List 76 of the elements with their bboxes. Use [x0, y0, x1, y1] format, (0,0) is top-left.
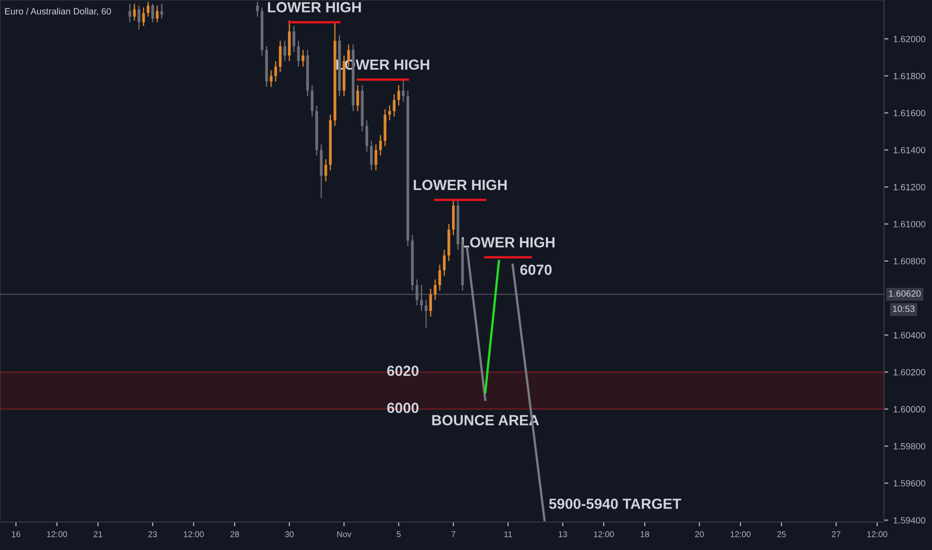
annotation: 6070 — [520, 264, 552, 275]
x-tick-label: 12:00 — [730, 531, 751, 538]
x-tick-label: 21 — [94, 531, 102, 538]
text: Euro / Australian Dollar, 60 — [5, 8, 111, 16]
x-tick-label: 28 — [230, 531, 239, 538]
candlestick — [160, 3, 164, 20]
candlestick — [402, 79, 405, 102]
candlestick — [416, 278, 418, 306]
y-tick-label: 1.60000 — [894, 406, 926, 412]
y-tick-label: 1.61000 — [894, 220, 926, 228]
x-tick-label: 25 — [777, 531, 786, 538]
y-tick-label: 1.59800 — [894, 443, 926, 450]
candlestick — [420, 284, 423, 312]
x-tick-label: 18 — [640, 531, 650, 538]
candlestick — [292, 25, 296, 52]
y-tick-label: 1.59400 — [894, 517, 926, 524]
candlestick — [356, 84, 360, 112]
candlestick — [142, 6, 145, 26]
x-tick-label: 12:00 — [184, 531, 204, 538]
candlestick — [442, 249, 446, 276]
candlestick — [379, 134, 382, 156]
candlestick — [274, 60, 278, 82]
annotation: 6020 — [387, 366, 419, 376]
y-tick-label: 1.62000 — [894, 36, 926, 42]
y-tick-label: 1.61400 — [894, 146, 926, 154]
y-tick-label: 1.60200 — [894, 369, 926, 376]
y-tick-label: 1.60400 — [894, 332, 926, 338]
candlestick — [434, 278, 437, 300]
x-tick-label: 30 — [285, 531, 294, 538]
candlestick — [438, 264, 442, 292]
candlestick — [310, 84, 314, 118]
candlestick — [297, 40, 300, 68]
x-tick-label: 12:00 — [594, 531, 614, 538]
candlestick — [270, 70, 272, 88]
annotation: 5900-5940 TARGET — [549, 498, 682, 509]
x-tick-label: 11 — [504, 531, 512, 538]
candlestick — [146, 1, 150, 18]
y-tick-label: 1.61200 — [894, 184, 926, 190]
candlestick — [133, 3, 136, 21]
candlestick — [365, 120, 368, 152]
candlestick — [424, 299, 428, 328]
annotation: LOWER HIGH — [268, 2, 361, 12]
x-tick-label: 12:00 — [47, 531, 68, 538]
candlestick — [324, 158, 328, 182]
candlestick — [151, 3, 154, 23]
annotation: LOWER HIGH — [462, 237, 554, 248]
candlestick — [138, 5, 140, 30]
x-tick-label: 23 — [148, 531, 157, 538]
candlestick — [397, 84, 400, 106]
x-tick-label: 5 — [396, 531, 401, 538]
band-label: BOUNCE AREA — [432, 415, 539, 426]
y-tick-label: 1.60800 — [894, 258, 926, 264]
candlestick — [156, 5, 159, 23]
x-tick-label: 12:00 — [867, 531, 888, 538]
x-tick-label: 20 — [695, 531, 704, 538]
candlestick — [429, 288, 432, 318]
candlestick — [278, 40, 282, 73]
candlestick — [370, 140, 373, 171]
candlestick — [256, 1, 259, 18]
y-tick-label: 1.61800 — [894, 72, 926, 80]
ref-line-label: 1.60620 — [889, 290, 921, 297]
x-tick-label: 27 — [832, 531, 840, 538]
y-tick-label: 1.59600 — [894, 480, 926, 486]
candlestick — [388, 104, 391, 121]
annotation: LOWER HIGH — [414, 180, 507, 190]
x-tick-label: 13 — [558, 531, 568, 538]
candlestick — [374, 144, 378, 171]
annotation: 6000 — [387, 402, 419, 413]
candlestick — [302, 49, 304, 68]
candlestick — [392, 94, 396, 118]
x-tick-label: 16 — [12, 531, 20, 538]
x-tick-label: 7 — [452, 531, 456, 538]
text: 10:53 — [893, 306, 915, 312]
x-tick-label: Nov — [337, 531, 352, 538]
candlestick — [128, 3, 132, 23]
y-tick-label: 1.61600 — [894, 110, 926, 116]
